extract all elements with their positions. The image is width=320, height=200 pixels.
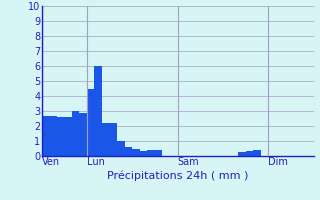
Bar bbox=[109, 123, 117, 156]
Bar bbox=[72, 111, 79, 156]
Bar bbox=[117, 141, 125, 156]
Bar bbox=[155, 150, 163, 156]
Bar bbox=[253, 150, 261, 156]
Bar bbox=[140, 151, 148, 156]
Bar bbox=[125, 147, 132, 156]
Bar bbox=[132, 148, 140, 156]
Bar bbox=[87, 88, 94, 156]
Bar bbox=[57, 117, 64, 156]
Bar bbox=[79, 112, 87, 156]
Bar bbox=[238, 152, 246, 156]
Bar bbox=[94, 66, 102, 156]
Bar bbox=[148, 150, 155, 156]
Bar bbox=[64, 117, 72, 156]
Bar bbox=[42, 116, 49, 156]
Bar bbox=[246, 151, 253, 156]
Bar bbox=[49, 116, 57, 156]
Bar bbox=[102, 123, 109, 156]
X-axis label: Précipitations 24h ( mm ): Précipitations 24h ( mm ) bbox=[107, 170, 248, 181]
